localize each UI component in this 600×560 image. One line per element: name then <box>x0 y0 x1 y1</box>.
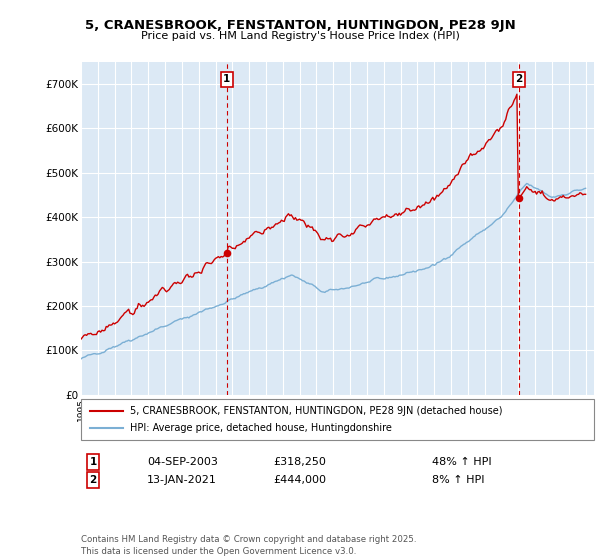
Text: 13-JAN-2021: 13-JAN-2021 <box>147 475 217 485</box>
Text: 1: 1 <box>89 457 97 467</box>
Text: 8% ↑ HPI: 8% ↑ HPI <box>432 475 485 485</box>
Text: 5, CRANESBROOK, FENSTANTON, HUNTINGDON, PE28 9JN (detached house): 5, CRANESBROOK, FENSTANTON, HUNTINGDON, … <box>130 405 503 416</box>
Text: £318,250: £318,250 <box>274 457 326 467</box>
Text: Contains HM Land Registry data © Crown copyright and database right 2025.
This d: Contains HM Land Registry data © Crown c… <box>81 535 416 556</box>
Text: 48% ↑ HPI: 48% ↑ HPI <box>432 457 491 467</box>
Text: 5, CRANESBROOK, FENSTANTON, HUNTINGDON, PE28 9JN: 5, CRANESBROOK, FENSTANTON, HUNTINGDON, … <box>85 18 515 32</box>
Point <box>222 249 232 258</box>
Point <box>514 193 524 202</box>
Text: £444,000: £444,000 <box>274 475 326 485</box>
Text: 2: 2 <box>89 475 97 485</box>
Text: 1: 1 <box>223 74 230 85</box>
Text: Price paid vs. HM Land Registry's House Price Index (HPI): Price paid vs. HM Land Registry's House … <box>140 31 460 41</box>
Text: HPI: Average price, detached house, Huntingdonshire: HPI: Average price, detached house, Hunt… <box>130 423 392 433</box>
Text: 04-SEP-2003: 04-SEP-2003 <box>147 457 218 467</box>
Text: 2: 2 <box>515 74 523 85</box>
